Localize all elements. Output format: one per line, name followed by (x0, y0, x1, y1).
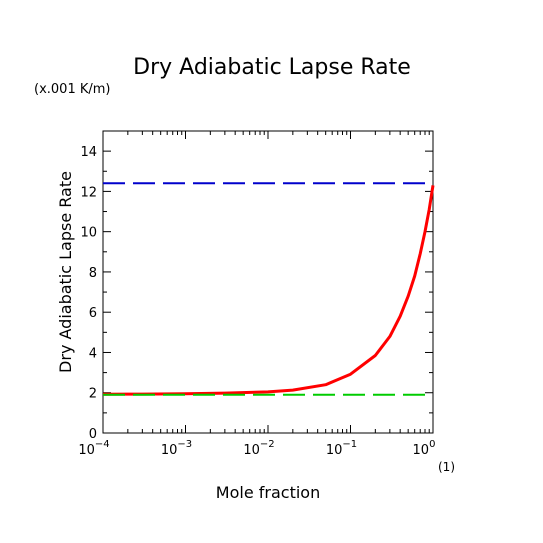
plot-frame (102, 130, 434, 434)
y-tick-label: 0 (89, 427, 97, 442)
x-tick-label: 100 (413, 439, 436, 458)
y-tick-label: 12 (80, 185, 97, 200)
series-layer (102, 182, 435, 396)
x-ticks: 10−4 10−3 10−2 10−1 100 (78, 131, 435, 458)
x-axis-label: Mole fraction (216, 483, 320, 502)
y-axis-label: Dry Adiabatic Lapse Rate (56, 171, 75, 373)
x-unit-label: (1) (438, 460, 455, 474)
x-tick-label: 10−3 (161, 439, 192, 458)
y-tick-label: 14 (80, 145, 97, 160)
y-tick-label: 6 (89, 306, 97, 321)
x-tick-label: 10−4 (78, 439, 109, 458)
x-tick-label: 10−2 (243, 439, 274, 458)
y-tick-label: 4 (89, 346, 97, 361)
chart-title: Dry Adiabatic Lapse Rate (133, 55, 411, 80)
y-tick-label: 8 (89, 266, 97, 281)
y-ticks: 0 2 4 6 8 10 12 14 (80, 130, 433, 442)
series-line-0 (102, 185, 435, 396)
y-tick-label: 2 (89, 387, 97, 402)
x-tick-label: 10−1 (326, 439, 357, 458)
y-tick-label: 10 (80, 226, 97, 241)
plot-area: 10−4 10−3 10−2 10−1 100 0 2 4 6 8 10 12 14 (78, 130, 435, 458)
unit-note: (x.001 K/m) (34, 82, 110, 97)
